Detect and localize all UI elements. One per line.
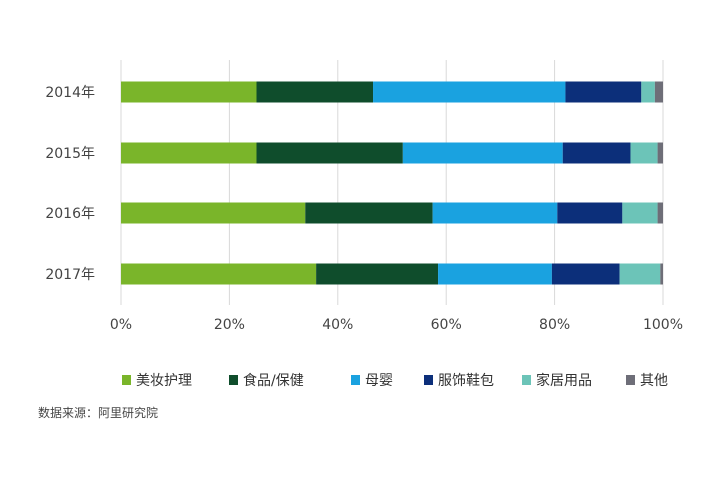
bar-segment — [557, 202, 623, 224]
legend-label: 家居用品 — [536, 372, 592, 389]
bar-segment — [256, 142, 403, 164]
bar-segment — [121, 263, 317, 285]
bar-segment — [551, 263, 620, 285]
x-tick-label: 80% — [539, 317, 570, 333]
legend-swatch — [626, 375, 635, 385]
bar-segment — [432, 202, 558, 224]
legend-swatch — [424, 375, 433, 385]
legend-swatch — [522, 375, 531, 385]
bar-segment — [657, 142, 663, 164]
bar-segment — [619, 263, 661, 285]
bar-segment — [562, 142, 631, 164]
bar-segment — [121, 202, 306, 224]
x-tick-label: 0% — [110, 317, 132, 333]
bar-segment — [402, 142, 563, 164]
legend-swatch — [351, 375, 360, 385]
legend: 美妆护理 食品/保健 母婴 服饰鞋包 家居用品 其他 — [122, 372, 668, 389]
bar-segment — [660, 263, 663, 285]
bar-segment — [256, 81, 374, 103]
category-label: 2017年 — [45, 267, 95, 283]
bar-segment — [654, 81, 663, 103]
bar-segment — [641, 81, 655, 103]
legend-swatch — [122, 375, 131, 385]
x-tick-label: 60% — [431, 317, 462, 333]
bar-segment — [316, 263, 439, 285]
bar-segment — [121, 142, 257, 164]
category-label: 2015年 — [45, 146, 95, 162]
bar-segment — [373, 81, 566, 103]
source-note: 数据来源：阿里研究院 — [38, 406, 159, 420]
legend-label: 食品/保健 — [243, 372, 304, 389]
legend-label: 服饰鞋包 — [438, 373, 494, 389]
bar-segment — [657, 202, 663, 224]
legend-swatch — [229, 375, 238, 385]
legend-label: 其他 — [640, 373, 668, 389]
bar-segment — [630, 142, 658, 164]
bar-segment — [622, 202, 658, 224]
x-tick-label: 20% — [214, 317, 245, 333]
bar-segment — [305, 202, 433, 224]
bar-segment — [438, 263, 552, 285]
category-label: 2016年 — [45, 206, 95, 222]
legend-label: 美妆护理 — [136, 373, 192, 389]
x-tick-label: 40% — [322, 317, 353, 333]
legend-label: 母婴 — [365, 373, 393, 389]
category-label: 2014年 — [45, 85, 95, 101]
axis-labels: 0% 20% 40% 60% 80% 100% 2014年 2015年 2016年 2017年 — [45, 85, 683, 333]
bar-segment — [121, 81, 257, 103]
stacked-bar-chart: 0% 20% 40% 60% 80% 100% 2014年 2015年 2016年 2017年 美… — [45, 60, 683, 389]
bar-segment — [565, 81, 642, 103]
bars — [121, 81, 663, 285]
x-tick-label: 100% — [643, 317, 683, 333]
